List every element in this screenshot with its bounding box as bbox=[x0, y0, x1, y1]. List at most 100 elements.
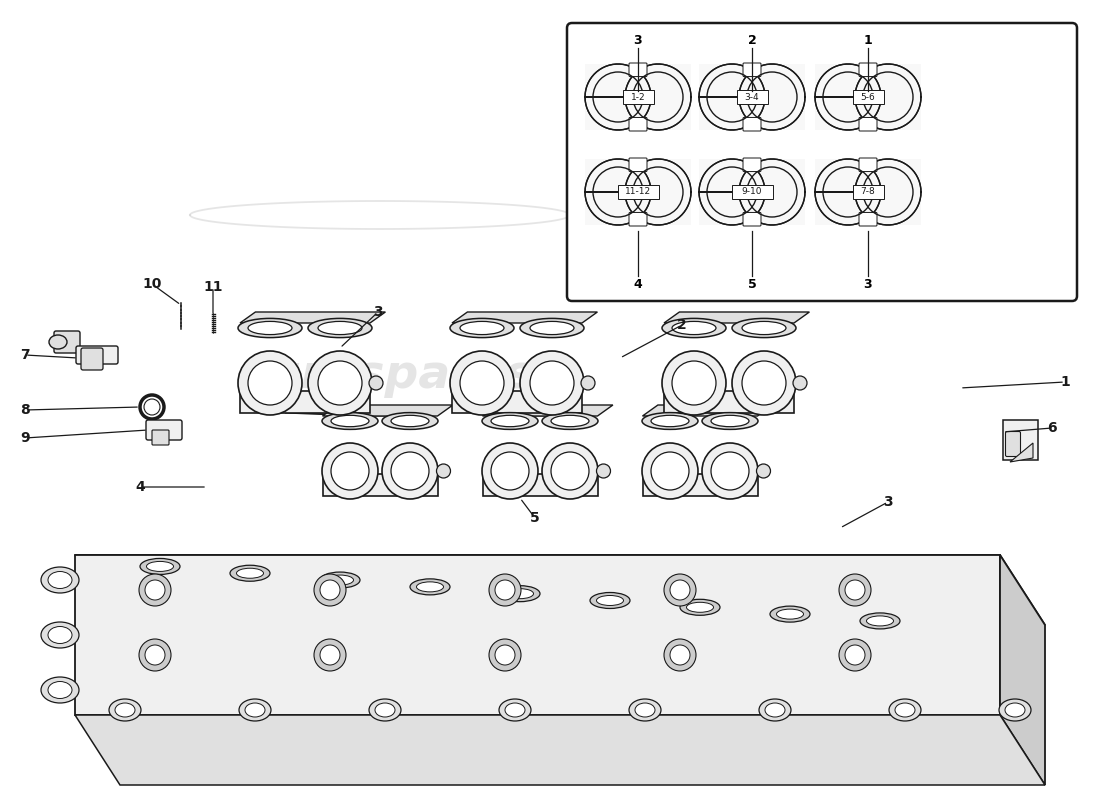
FancyBboxPatch shape bbox=[152, 430, 169, 445]
Circle shape bbox=[460, 361, 504, 405]
Ellipse shape bbox=[318, 322, 362, 334]
Ellipse shape bbox=[732, 318, 796, 338]
Circle shape bbox=[670, 645, 690, 665]
Circle shape bbox=[490, 574, 521, 606]
Ellipse shape bbox=[230, 566, 270, 582]
Ellipse shape bbox=[759, 699, 791, 721]
Circle shape bbox=[742, 361, 786, 405]
Polygon shape bbox=[322, 474, 438, 496]
FancyBboxPatch shape bbox=[859, 118, 877, 131]
Polygon shape bbox=[1000, 555, 1045, 785]
Text: 3: 3 bbox=[373, 305, 383, 319]
Circle shape bbox=[596, 464, 611, 478]
Ellipse shape bbox=[499, 699, 531, 721]
FancyBboxPatch shape bbox=[629, 63, 647, 77]
Polygon shape bbox=[642, 474, 758, 496]
Polygon shape bbox=[815, 64, 921, 130]
Ellipse shape bbox=[505, 703, 525, 717]
Text: 4: 4 bbox=[135, 480, 145, 494]
Circle shape bbox=[520, 351, 584, 415]
FancyBboxPatch shape bbox=[859, 213, 877, 226]
Ellipse shape bbox=[417, 582, 443, 592]
FancyBboxPatch shape bbox=[54, 331, 80, 353]
Circle shape bbox=[581, 376, 595, 390]
Polygon shape bbox=[75, 555, 1045, 625]
Ellipse shape bbox=[1005, 703, 1025, 717]
Ellipse shape bbox=[236, 568, 264, 578]
Circle shape bbox=[314, 639, 346, 671]
Polygon shape bbox=[1010, 443, 1033, 462]
Circle shape bbox=[320, 580, 340, 600]
Ellipse shape bbox=[506, 589, 534, 598]
FancyBboxPatch shape bbox=[742, 213, 761, 226]
Text: 8: 8 bbox=[20, 403, 30, 417]
Ellipse shape bbox=[368, 699, 402, 721]
Polygon shape bbox=[75, 715, 1045, 785]
Polygon shape bbox=[698, 159, 805, 225]
Ellipse shape bbox=[322, 413, 378, 430]
Ellipse shape bbox=[482, 413, 538, 430]
Ellipse shape bbox=[764, 703, 785, 717]
Ellipse shape bbox=[530, 322, 574, 334]
Polygon shape bbox=[240, 312, 385, 323]
Text: 3: 3 bbox=[634, 34, 642, 46]
Ellipse shape bbox=[742, 322, 786, 334]
FancyBboxPatch shape bbox=[859, 158, 877, 171]
FancyBboxPatch shape bbox=[859, 63, 877, 77]
Polygon shape bbox=[698, 64, 805, 130]
Circle shape bbox=[320, 645, 340, 665]
Polygon shape bbox=[322, 405, 453, 416]
Text: 1: 1 bbox=[1060, 375, 1070, 389]
Ellipse shape bbox=[308, 318, 372, 338]
FancyBboxPatch shape bbox=[737, 90, 768, 104]
Text: eurospares: eurospares bbox=[235, 354, 535, 398]
Circle shape bbox=[139, 639, 170, 671]
Ellipse shape bbox=[651, 415, 689, 426]
Polygon shape bbox=[585, 64, 691, 130]
Ellipse shape bbox=[702, 413, 758, 430]
Text: 1: 1 bbox=[864, 34, 872, 46]
Circle shape bbox=[145, 580, 165, 600]
Polygon shape bbox=[698, 159, 805, 225]
Ellipse shape bbox=[248, 322, 292, 334]
Circle shape bbox=[322, 443, 378, 499]
Text: 9: 9 bbox=[20, 431, 30, 445]
FancyBboxPatch shape bbox=[742, 118, 761, 131]
Circle shape bbox=[702, 443, 758, 499]
FancyBboxPatch shape bbox=[146, 420, 182, 440]
FancyBboxPatch shape bbox=[623, 90, 653, 104]
Text: 6: 6 bbox=[1047, 421, 1057, 435]
Ellipse shape bbox=[680, 599, 720, 615]
Ellipse shape bbox=[48, 682, 72, 698]
Text: 9-10: 9-10 bbox=[741, 187, 762, 197]
Ellipse shape bbox=[390, 415, 429, 426]
Polygon shape bbox=[585, 64, 691, 130]
Text: 3-4: 3-4 bbox=[745, 93, 759, 102]
Polygon shape bbox=[452, 391, 582, 413]
Ellipse shape bbox=[41, 677, 79, 703]
Circle shape bbox=[437, 464, 451, 478]
Polygon shape bbox=[585, 159, 691, 225]
Ellipse shape bbox=[686, 602, 714, 612]
Ellipse shape bbox=[109, 699, 141, 721]
Ellipse shape bbox=[777, 609, 803, 619]
Polygon shape bbox=[642, 405, 773, 416]
Circle shape bbox=[551, 452, 588, 490]
Circle shape bbox=[482, 443, 538, 499]
Ellipse shape bbox=[382, 413, 438, 430]
Text: 10: 10 bbox=[142, 277, 162, 291]
Text: 11-12: 11-12 bbox=[625, 187, 651, 197]
Ellipse shape bbox=[320, 572, 360, 588]
Circle shape bbox=[495, 580, 515, 600]
Ellipse shape bbox=[41, 567, 79, 593]
Ellipse shape bbox=[520, 318, 584, 338]
Ellipse shape bbox=[375, 703, 395, 717]
Text: 2: 2 bbox=[748, 34, 757, 46]
Circle shape bbox=[139, 574, 170, 606]
Ellipse shape bbox=[672, 322, 716, 334]
FancyBboxPatch shape bbox=[629, 118, 647, 131]
Ellipse shape bbox=[245, 703, 265, 717]
Circle shape bbox=[845, 580, 865, 600]
Circle shape bbox=[845, 645, 865, 665]
FancyBboxPatch shape bbox=[566, 23, 1077, 301]
